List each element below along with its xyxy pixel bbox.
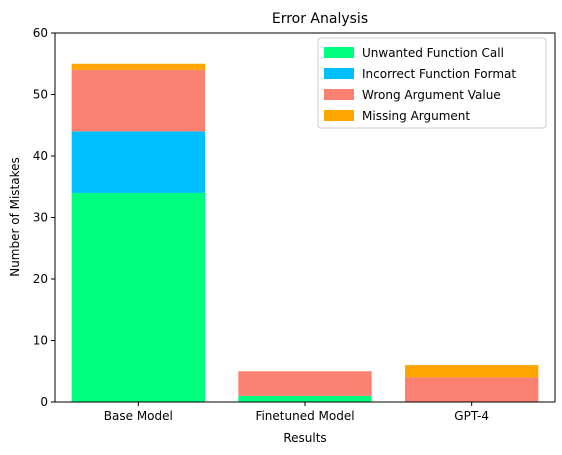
- y-axis-label: Number of Mistakes: [8, 157, 22, 277]
- y-tick-label-5: 50: [33, 88, 48, 102]
- legend-label-3: Missing Argument: [362, 109, 470, 123]
- y-axis-ticks: 0 10 20 30 40 50 60: [33, 26, 55, 409]
- x-axis-ticks: Base Model Finetuned Model GPT-4: [104, 402, 489, 423]
- x-tick-label-0: Base Model: [104, 409, 173, 423]
- legend-label-0: Unwanted Function Call: [362, 46, 504, 60]
- y-tick-label-6: 60: [33, 26, 48, 40]
- y-tick-label-4: 40: [33, 149, 48, 163]
- bar-0-series-3: [71, 63, 206, 70]
- bars-group: [71, 63, 539, 402]
- bar-0-series-1: [71, 131, 206, 193]
- bar-1-series-0: [238, 395, 372, 402]
- x-axis-label: Results: [283, 431, 326, 445]
- legend-swatch-3: [324, 110, 354, 121]
- chart-title: Error Analysis: [272, 11, 368, 27]
- y-tick-label-3: 30: [33, 211, 48, 225]
- bar-0-series-0: [71, 192, 206, 402]
- x-tick-label-1: Finetuned Model: [255, 409, 354, 423]
- bar-2-series-2: [405, 377, 539, 402]
- legend-label-1: Incorrect Function Format: [362, 67, 516, 81]
- legend-swatch-0: [324, 47, 354, 58]
- legend-swatch-2: [324, 89, 354, 100]
- x-tick-label-2: GPT-4: [454, 409, 489, 423]
- plot-frame: [54, 32, 556, 403]
- bar-1-series-2: [238, 371, 372, 396]
- y-tick-label-1: 10: [33, 334, 48, 348]
- bar-0-series-2: [71, 69, 206, 132]
- legend-label-2: Wrong Argument Value: [362, 88, 501, 102]
- y-tick-label-2: 20: [33, 272, 48, 286]
- bar-2-series-3: [405, 365, 539, 378]
- legend-swatch-1: [324, 68, 354, 79]
- y-tick-label-0: 0: [40, 395, 48, 409]
- legend: Unwanted Function Call Incorrect Function…: [317, 37, 547, 129]
- legend-frame: [317, 37, 547, 129]
